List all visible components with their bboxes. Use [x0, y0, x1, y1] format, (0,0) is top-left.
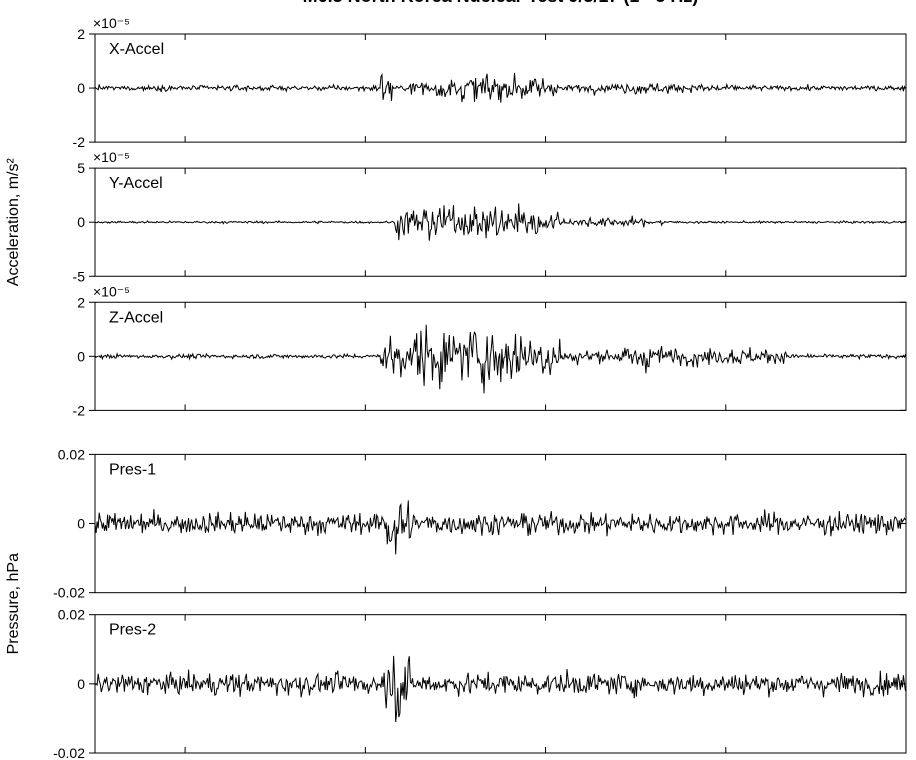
panel-x_accel-ytick: 2 [77, 26, 85, 42]
panel-z_accel-label: Z-Accel [109, 309, 163, 326]
seismogram-figure: M6.3 North Korea Nuclear Test 9/3/17 (1 … [0, 0, 916, 760]
panel-z_accel-ytick: 0 [77, 348, 85, 364]
panel-pres_1-ytick: 0.02 [58, 446, 85, 462]
panel-pres_1-ytick: 0 [77, 516, 85, 532]
panel-x_accel-multiplier: ×10⁻⁵ [93, 15, 130, 31]
figure-title: M6.3 North Korea Nuclear Test 9/3/17 (1 … [303, 0, 699, 6]
panel-pres_1-label: Pres-1 [109, 461, 156, 478]
panel-y_accel-label: Y-Accel [109, 175, 163, 192]
panel-y_accel-multiplier: ×10⁻⁵ [93, 149, 130, 165]
panel-pres_2-ytick: -0.02 [53, 745, 85, 760]
ylabel-acceleration: Acceleration, m/s² [5, 158, 22, 287]
panel-z_accel-ytick: -2 [73, 402, 86, 418]
panel-pres_2-ytick: 0 [77, 676, 85, 692]
panel-x_accel-ytick: -2 [73, 134, 86, 150]
panel-x_accel-label: X-Accel [109, 41, 164, 58]
panel-pres_2-ytick: 0.02 [58, 607, 85, 623]
panel-y_accel-ytick: -5 [73, 268, 86, 284]
panel-x_accel-ytick: 0 [77, 80, 85, 96]
panel-z_accel-multiplier: ×10⁻⁵ [93, 283, 130, 299]
figure-root: M6.3 North Korea Nuclear Test 9/3/17 (1 … [0, 0, 916, 760]
panel-z_accel-ytick: 2 [77, 294, 85, 310]
panel-y_accel-ytick: 0 [77, 214, 85, 230]
panel-pres_2-label: Pres-2 [109, 622, 156, 639]
ylabel-pressure: Pressure, hPa [5, 553, 22, 654]
panel-y_accel-ytick: 5 [77, 160, 85, 176]
panel-pres_1-ytick: -0.02 [53, 585, 85, 601]
